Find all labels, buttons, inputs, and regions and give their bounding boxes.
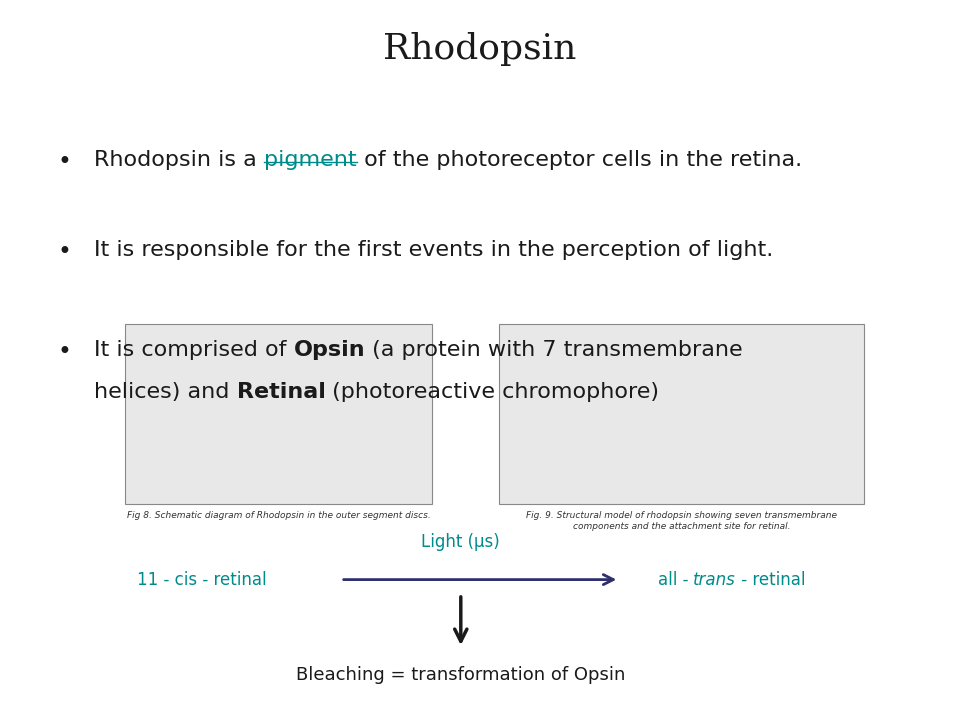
Text: Retinal: Retinal [236,382,325,402]
Text: Light (μs): Light (μs) [421,533,500,551]
Text: It is responsible for the first events in the perception of light.: It is responsible for the first events i… [94,240,774,260]
Text: all -: all - [658,570,693,589]
Text: trans: trans [693,570,736,589]
Text: pigment: pigment [264,150,356,170]
Text: •: • [58,150,71,174]
Text: - retinal: - retinal [736,570,805,589]
Text: Rhodopsin is a: Rhodopsin is a [94,150,264,170]
Text: helices) and: helices) and [94,382,236,402]
Text: Fig. 9. Structural model of rhodopsin showing seven transmembrane
components and: Fig. 9. Structural model of rhodopsin sh… [526,511,837,531]
Text: of the photoreceptor cells in the retina.: of the photoreceptor cells in the retina… [356,150,802,170]
Text: Bleaching = transformation of Opsin: Bleaching = transformation of Opsin [296,666,626,684]
FancyBboxPatch shape [499,324,864,504]
Text: 11 - cis - retinal: 11 - cis - retinal [136,570,267,589]
Text: •: • [58,240,71,264]
FancyBboxPatch shape [125,324,432,504]
Text: (a protein with 7 transmembrane: (a protein with 7 transmembrane [366,340,743,360]
Text: Rhodopsin: Rhodopsin [383,32,577,66]
Text: •: • [58,340,71,364]
Text: Opsin: Opsin [294,340,366,360]
Text: (photoreactive chromophore): (photoreactive chromophore) [325,382,660,402]
Text: It is comprised of: It is comprised of [94,340,294,360]
Text: Fig 8. Schematic diagram of Rhodopsin in the outer segment discs.: Fig 8. Schematic diagram of Rhodopsin in… [127,511,430,520]
